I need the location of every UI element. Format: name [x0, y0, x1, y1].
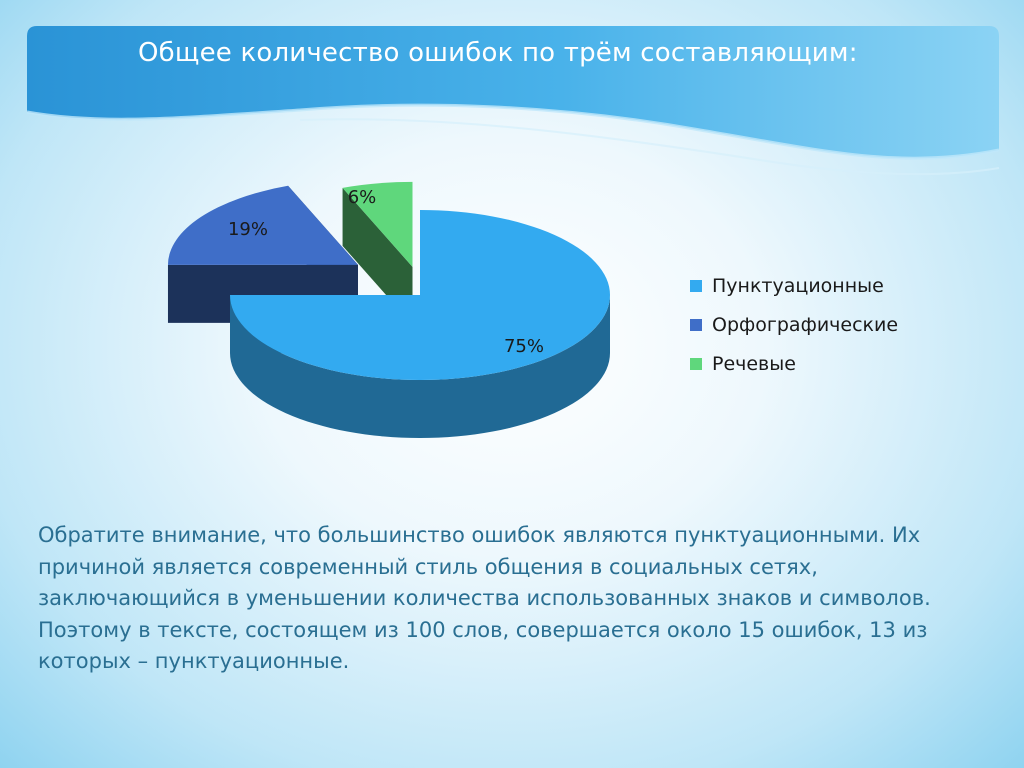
legend-label: Орфографические	[712, 313, 899, 336]
legend-swatch	[690, 279, 702, 292]
legend-label: Речевые	[712, 352, 796, 375]
slide-title: Общее количество ошибок по трём составля…	[138, 38, 858, 68]
title-banner	[26, 26, 1000, 176]
note-text: Обратите внимание, что большинство ошибо…	[38, 523, 931, 673]
legend-swatch	[690, 357, 702, 370]
legend-item-2: Речевые	[690, 344, 898, 383]
data-label-2: 6%	[348, 187, 377, 208]
legend-swatch	[690, 318, 702, 331]
chart-legend: Пунктуационные Орфографические Речевые	[690, 266, 898, 383]
data-label-1: 19%	[228, 219, 268, 240]
legend-item-1: Орфографические	[690, 305, 898, 344]
legend-label: Пунктуационные	[712, 274, 884, 297]
legend-item-0: Пунктуационные	[690, 266, 898, 305]
pie-slice-2	[342, 181, 413, 325]
pie-slice-0	[230, 210, 610, 438]
data-label-0: 75%	[504, 336, 544, 357]
